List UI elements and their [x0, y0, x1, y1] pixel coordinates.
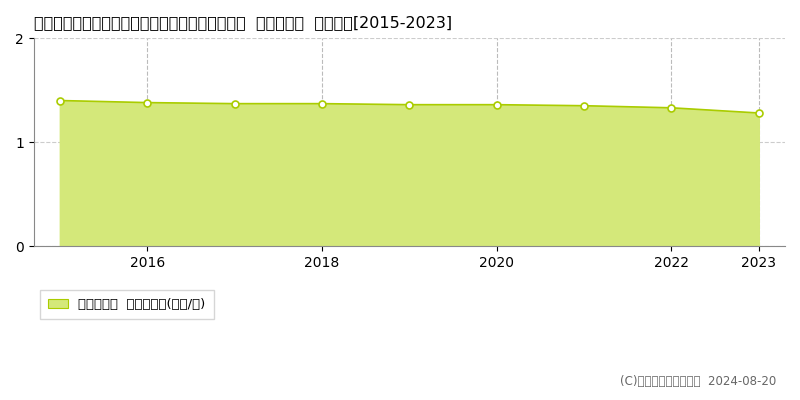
Point — [578, 102, 590, 109]
Point — [228, 100, 241, 107]
Point — [54, 97, 66, 104]
Legend: 基準地価格  平均坪単価(万円/坪): 基準地価格 平均坪単価(万円/坪) — [40, 290, 214, 319]
Point — [315, 100, 328, 107]
Point — [490, 102, 503, 108]
Point — [665, 104, 678, 111]
Point — [403, 102, 416, 108]
Point — [141, 99, 154, 106]
Point — [752, 110, 765, 116]
Text: 福島県岩瀬郡天栄村大字田良尾字湯ノ後１９番１  基準地価格  地価推移[2015-2023]: 福島県岩瀬郡天栄村大字田良尾字湯ノ後１９番１ 基準地価格 地価推移[2015-2… — [34, 15, 452, 30]
Text: (C)土地価格ドットコム  2024-08-20: (C)土地価格ドットコム 2024-08-20 — [620, 375, 776, 388]
